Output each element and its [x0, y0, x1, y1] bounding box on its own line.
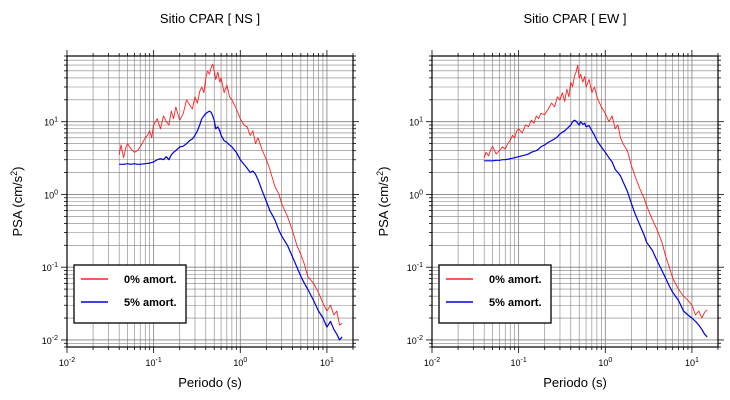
chart-panel-2: 10-2 10-1 100 101 10-2 10-1 100 101 Sitio CPAR [… [375, 11, 724, 390]
x-tick-label: 10-1 [146, 357, 162, 368]
y-tick-label: 100 [409, 189, 423, 200]
series-line-2 [484, 119, 708, 338]
series-line-1 [118, 63, 343, 326]
chart-title: Sitio CPAR [ EW ] [523, 11, 626, 26]
y-tick-label: 10-2 [407, 335, 423, 346]
x-axis-label: Periodo (s) [543, 375, 607, 390]
x-tick-label: 10-2 [424, 357, 440, 368]
legend-label-1: 0% amort. [489, 274, 542, 286]
legend-box [438, 264, 552, 324]
chart-panel-1: 10-2 10-1 100 101 10-2 10-1 100 101 Sitio CPAR [… [9, 11, 359, 390]
axis-ticks [61, 50, 359, 353]
x-tick-label: 10-2 [59, 357, 75, 368]
legend-label-1: 0% amort. [124, 274, 177, 286]
axis-ticks [426, 50, 724, 353]
y-tick-label: 100 [44, 189, 58, 200]
y-tick-label: 101 [44, 117, 58, 128]
x-axis-label: Periodo (s) [178, 375, 242, 390]
y-axis-label: PSA (cm/s2) [375, 166, 391, 236]
legend-label-2: 5% amort. [489, 297, 542, 309]
chart-title: Sitio CPAR [ NS ] [160, 11, 260, 26]
legend: 0% amort. 5% amort. [438, 264, 552, 324]
y-tick-label: 10-1 [42, 262, 58, 273]
y-tick-label: 101 [409, 117, 423, 128]
legend-label-2: 5% amort. [124, 297, 177, 309]
y-axis-label: PSA (cm/s2) [9, 166, 25, 236]
y-tick-label: 10-1 [407, 262, 423, 273]
x-tick-label: 101 [320, 357, 334, 368]
series-line-2 [119, 110, 343, 341]
x-tick-label: 101 [685, 357, 699, 368]
x-tick-label: 100 [233, 357, 247, 368]
legend-box [73, 264, 187, 324]
y-tick-label: 10-2 [42, 335, 58, 346]
legend: 0% amort. 5% amort. [73, 264, 187, 324]
x-tick-label: 100 [598, 357, 612, 368]
x-tick-label: 10-1 [511, 357, 527, 368]
series-line-1 [483, 64, 708, 319]
